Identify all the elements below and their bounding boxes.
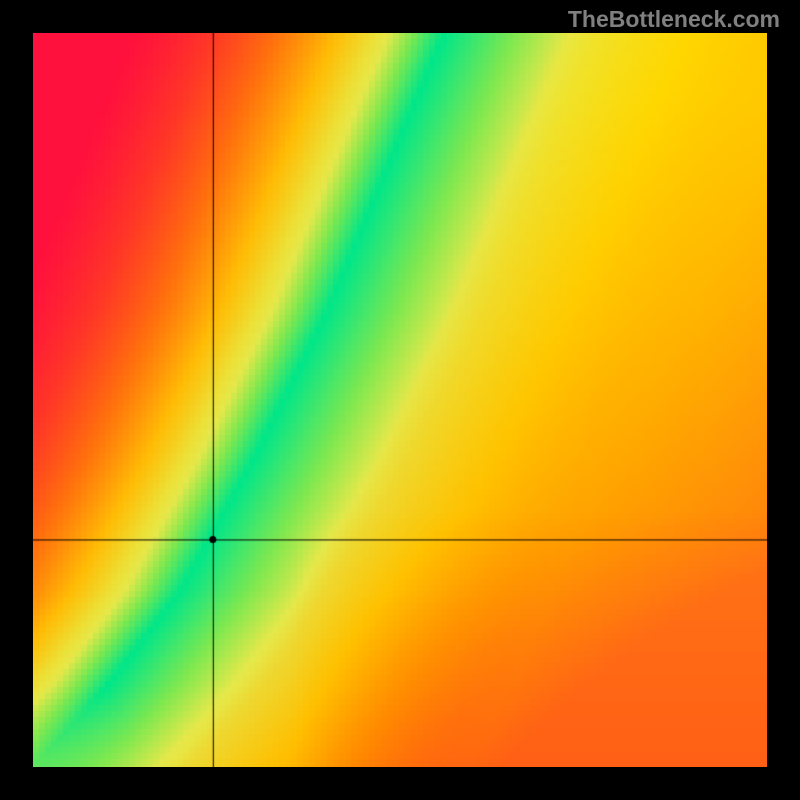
bottleneck-heatmap bbox=[33, 33, 767, 767]
watermark-text: TheBottleneck.com bbox=[568, 6, 780, 33]
